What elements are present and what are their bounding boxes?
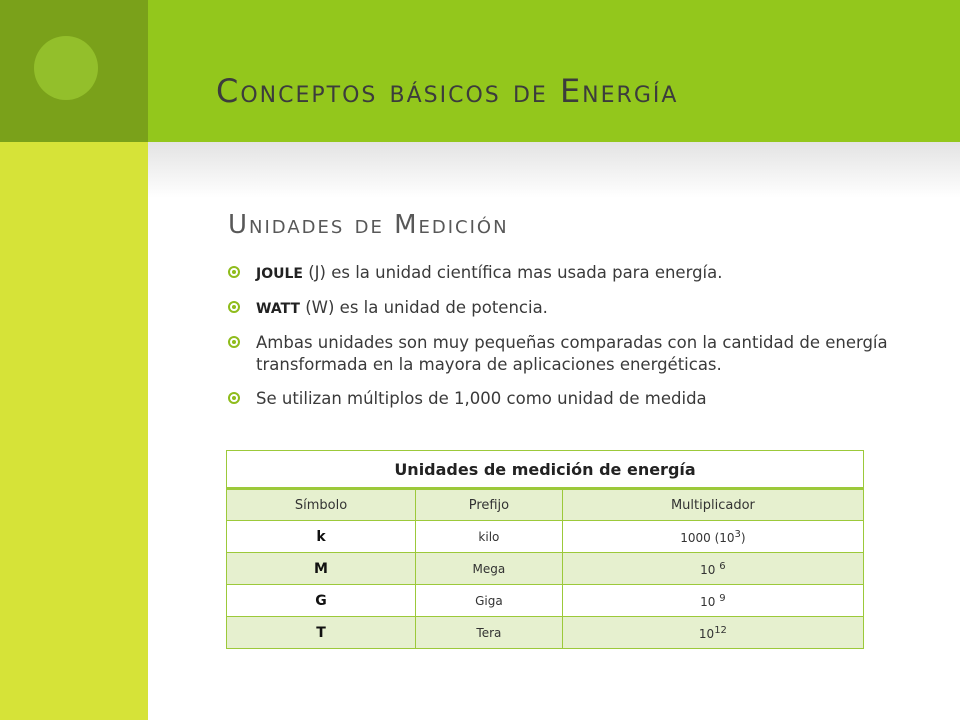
cell-symbol: T [226,616,416,649]
mult-exponent: 9 [719,592,726,604]
table-row: M Mega 10 6 [226,552,865,585]
bullet-text: (J) es la unidad científica mas usada pa… [302,263,723,282]
cell-multiplier: 10 6 [561,552,865,585]
bullet-icon [228,392,240,404]
header-shadow [148,142,960,198]
mult-tail: ) [740,530,746,545]
sidebar-top-block [0,0,148,142]
header-multiplier: Multiplicador [561,488,865,521]
bullet-icon [228,266,240,278]
cell-multiplier: 1000 (103) [561,520,865,553]
bullet-list: JOULE (J) es la unidad científica mas us… [228,262,948,422]
bullet-icon [228,301,240,313]
bullet-bold-term: WATT [256,301,300,317]
units-table: Unidades de medición de energía Símbolo … [226,450,865,649]
header-band [148,0,960,142]
section-subtitle: Unidades de Medición [228,210,509,240]
cell-prefix: kilo [415,520,563,553]
table-row: G Giga 10 9 [226,584,865,617]
bullet-item: Ambas unidades son muy pequeñas comparad… [228,332,948,376]
mult-exponent: 6 [719,560,726,572]
mult-base: 1000 (10 [680,530,735,545]
bullet-text: Ambas unidades son muy pequeñas comparad… [256,333,888,374]
slide-title: Conceptos básicos de Energía [216,72,679,110]
cell-symbol: k [226,520,416,553]
mult-base: 10 [700,594,720,609]
cell-symbol: G [226,584,416,617]
mult-base: 10 [700,562,720,577]
bullet-item: Se utilizan múltiplos de 1,000 como unid… [228,388,948,410]
cell-prefix: Giga [415,584,563,617]
mult-base: 10 [698,626,715,641]
table-row: T Tera 1012 [226,616,865,649]
cell-symbol: M [226,552,416,585]
table-row: k kilo 1000 (103) [226,520,865,553]
bullet-icon [228,336,240,348]
bullet-text: (W) es la unidad de potencia. [299,298,548,317]
bullet-item: WATT (W) es la unidad de potencia. [228,297,948,320]
bullet-item: JOULE (J) es la unidad científica mas us… [228,262,948,285]
cell-prefix: Tera [415,616,563,649]
table-caption: Unidades de medición de energía [226,450,864,490]
sidebar-strip [0,142,148,720]
mult-exponent: 3 [734,528,741,540]
cell-multiplier: 10 9 [561,584,865,617]
header-symbol: Símbolo [226,488,416,521]
header-prefix: Prefijo [415,488,563,521]
decorative-circle-icon [34,36,98,100]
bullet-bold-term: JOULE [256,266,303,282]
cell-multiplier: 1012 [561,616,865,649]
cell-prefix: Mega [415,552,563,585]
table-header-row: Símbolo Prefijo Multiplicador [226,488,865,521]
bullet-text: Se utilizan múltiplos de 1,000 como unid… [256,389,707,408]
mult-exponent: 12 [714,624,727,636]
